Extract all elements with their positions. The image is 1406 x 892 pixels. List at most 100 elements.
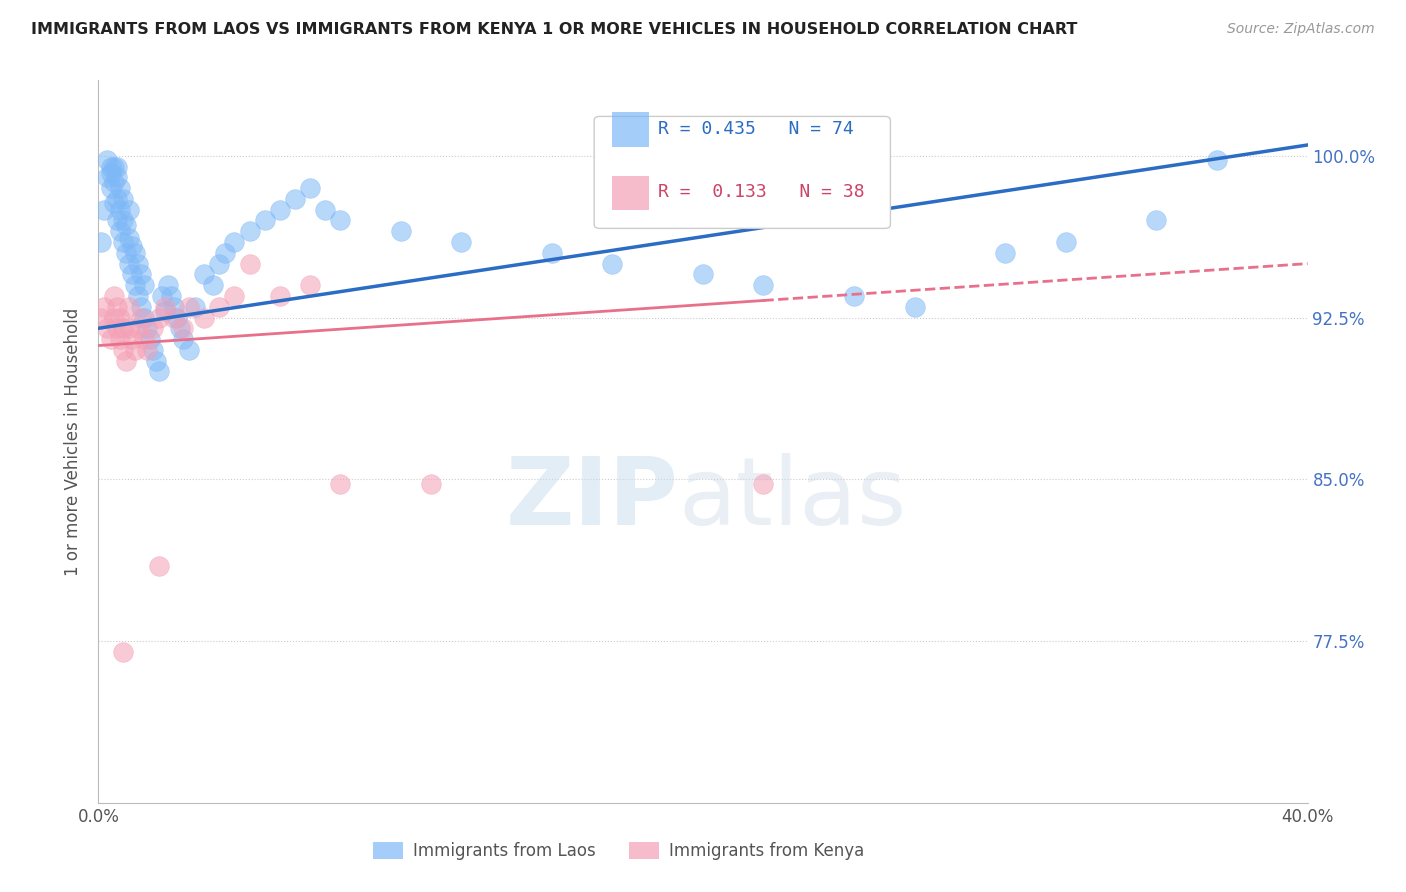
Point — [132, 310, 155, 325]
Point — [93, 300, 115, 314]
Point — [904, 300, 927, 314]
Point — [224, 289, 246, 303]
Point — [329, 476, 352, 491]
FancyBboxPatch shape — [613, 112, 648, 147]
Legend: Immigrants from Laos, Immigrants from Kenya: Immigrants from Laos, Immigrants from Ke… — [366, 835, 870, 867]
Point — [752, 476, 775, 491]
Point — [108, 310, 131, 325]
Point — [127, 289, 149, 303]
Point — [602, 257, 624, 271]
Point — [169, 321, 191, 335]
Point — [105, 192, 128, 206]
Point — [299, 278, 322, 293]
Point — [208, 300, 231, 314]
Point — [100, 332, 122, 346]
Point — [692, 268, 714, 282]
Point — [253, 213, 276, 227]
Point — [132, 332, 155, 346]
Point — [105, 160, 128, 174]
Point — [111, 321, 134, 335]
Point — [184, 300, 207, 314]
Point — [105, 213, 128, 227]
Point — [108, 332, 131, 346]
Point — [111, 343, 134, 357]
Point — [132, 278, 155, 293]
Point — [90, 235, 112, 249]
Point — [450, 235, 472, 249]
Point — [329, 213, 352, 227]
Point — [105, 300, 128, 314]
Point — [114, 245, 136, 260]
Point — [179, 300, 201, 314]
Point — [314, 202, 336, 217]
Point — [160, 289, 183, 303]
Point — [96, 321, 118, 335]
Point — [142, 321, 165, 335]
Point — [142, 343, 165, 357]
Point — [111, 213, 134, 227]
Point — [93, 202, 115, 217]
Point — [135, 321, 157, 335]
Text: ZIP: ZIP — [506, 453, 679, 545]
Point — [90, 310, 112, 325]
Point — [121, 332, 143, 346]
Point — [114, 218, 136, 232]
Point — [103, 196, 125, 211]
Point — [118, 300, 141, 314]
Text: R = 0.435   N = 74: R = 0.435 N = 74 — [658, 120, 853, 137]
Point — [121, 268, 143, 282]
Point — [153, 300, 176, 314]
Point — [389, 224, 412, 238]
Point — [114, 353, 136, 368]
Point — [124, 278, 146, 293]
Point — [100, 160, 122, 174]
Point — [96, 153, 118, 167]
Point — [118, 202, 141, 217]
Point — [103, 289, 125, 303]
Point — [103, 310, 125, 325]
Text: IMMIGRANTS FROM LAOS VS IMMIGRANTS FROM KENYA 1 OR MORE VEHICLES IN HOUSEHOLD CO: IMMIGRANTS FROM LAOS VS IMMIGRANTS FROM … — [31, 22, 1077, 37]
Point — [118, 231, 141, 245]
Point — [135, 343, 157, 357]
Point — [193, 310, 215, 325]
Point — [752, 278, 775, 293]
Point — [111, 645, 134, 659]
Point — [269, 289, 291, 303]
Y-axis label: 1 or more Vehicles in Household: 1 or more Vehicles in Household — [65, 308, 83, 575]
Point — [179, 343, 201, 357]
Point — [145, 353, 167, 368]
Point — [172, 321, 194, 335]
FancyBboxPatch shape — [595, 116, 890, 228]
Point — [994, 245, 1017, 260]
Point — [111, 235, 134, 249]
Point — [118, 321, 141, 335]
Point — [540, 245, 562, 260]
Point — [108, 181, 131, 195]
Point — [124, 343, 146, 357]
Point — [163, 300, 186, 314]
Point — [153, 304, 176, 318]
Point — [844, 289, 866, 303]
Point — [105, 321, 128, 335]
Point — [239, 224, 262, 238]
Point — [224, 235, 246, 249]
Point — [96, 170, 118, 185]
Point — [208, 257, 231, 271]
Point — [166, 310, 188, 325]
Point — [148, 310, 170, 325]
Point — [269, 202, 291, 217]
Point — [150, 289, 173, 303]
Point — [239, 257, 262, 271]
Point — [284, 192, 307, 206]
Point — [129, 310, 152, 325]
Point — [299, 181, 322, 195]
Point — [127, 257, 149, 271]
Text: atlas: atlas — [679, 453, 907, 545]
Point — [202, 278, 225, 293]
Point — [420, 476, 443, 491]
Point — [108, 224, 131, 238]
FancyBboxPatch shape — [613, 176, 648, 211]
Point — [127, 321, 149, 335]
Point — [129, 268, 152, 282]
Point — [124, 245, 146, 260]
